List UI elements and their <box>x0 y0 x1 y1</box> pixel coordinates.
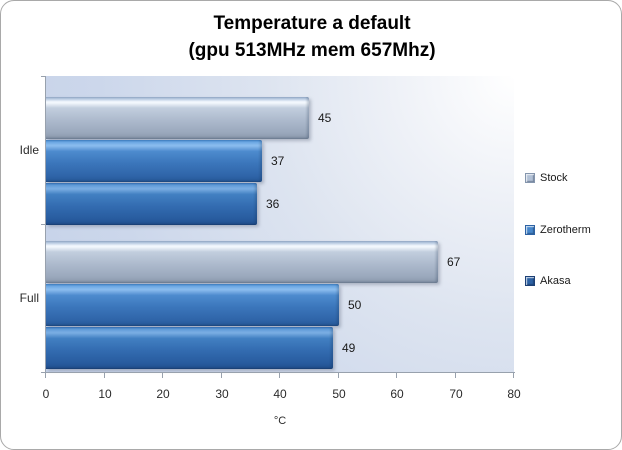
y-tick-mark <box>41 224 46 225</box>
x-tick-label: 60 <box>390 387 404 401</box>
chart-title: Temperature a default (gpu 513MHz mem 65… <box>1 10 621 64</box>
legend-swatch-stock-icon <box>525 173 535 183</box>
plot-area: 45 37 36 67 50 49 <box>46 76 514 372</box>
x-tick-label: 20 <box>156 387 170 401</box>
x-tick-label: 40 <box>273 387 287 401</box>
x-tick-mark <box>45 373 46 378</box>
legend-item-akasa: Akasa <box>525 275 571 287</box>
x-tick-mark <box>513 373 514 378</box>
x-tick-mark <box>279 373 280 378</box>
x-tick-mark <box>104 373 105 378</box>
legend-swatch-akasa-icon <box>525 276 535 286</box>
chart-title-line2: (gpu 513MHz mem 657Mhz) <box>188 40 436 61</box>
legend-item-stock: Stock <box>525 172 568 184</box>
x-tick-label: 10 <box>98 387 112 401</box>
x-tick-label: 30 <box>215 387 229 401</box>
x-tick-mark <box>221 373 222 378</box>
data-label-zerotherm-idle: 37 <box>271 154 285 168</box>
y-tick-mark <box>41 76 46 77</box>
x-tick-mark <box>338 373 339 378</box>
legend-label-stock: Stock <box>540 172 568 184</box>
chart-title-line1: Temperature a default <box>213 13 411 34</box>
x-axis-line <box>45 372 515 373</box>
x-tick-mark <box>396 373 397 378</box>
x-tick-label: 0 <box>42 387 50 401</box>
bar-akasa-full <box>46 327 333 369</box>
legend-label-zerotherm: Zerotherm <box>540 224 591 236</box>
bar-stock-full <box>46 241 438 283</box>
x-axis-title: °C <box>273 415 287 427</box>
category-label-full: Full <box>19 291 39 305</box>
x-tick-mark <box>162 373 163 378</box>
x-tick-label: 50 <box>332 387 346 401</box>
legend: Stock Zerotherm Akasa <box>525 1 621 449</box>
legend-item-zerotherm: Zerotherm <box>525 224 591 236</box>
bar-zerotherm-full <box>46 284 339 326</box>
y-tick-mark <box>41 372 46 373</box>
x-tick-label: 80 <box>507 387 521 401</box>
legend-swatch-zerotherm-icon <box>525 225 535 235</box>
category-label-idle: Idle <box>19 143 39 157</box>
bar-zerotherm-idle <box>46 140 262 182</box>
bar-stock-idle <box>46 97 309 139</box>
data-label-akasa-idle: 36 <box>266 197 280 211</box>
data-label-stock-full: 67 <box>447 255 461 269</box>
legend-label-akasa: Akasa <box>540 275 571 287</box>
x-tick-mark <box>455 373 456 378</box>
data-label-akasa-full: 49 <box>342 341 356 355</box>
data-label-stock-idle: 45 <box>318 111 332 125</box>
x-tick-label: 70 <box>449 387 463 401</box>
data-label-zerotherm-full: 50 <box>348 298 362 312</box>
bar-akasa-idle <box>46 183 257 225</box>
